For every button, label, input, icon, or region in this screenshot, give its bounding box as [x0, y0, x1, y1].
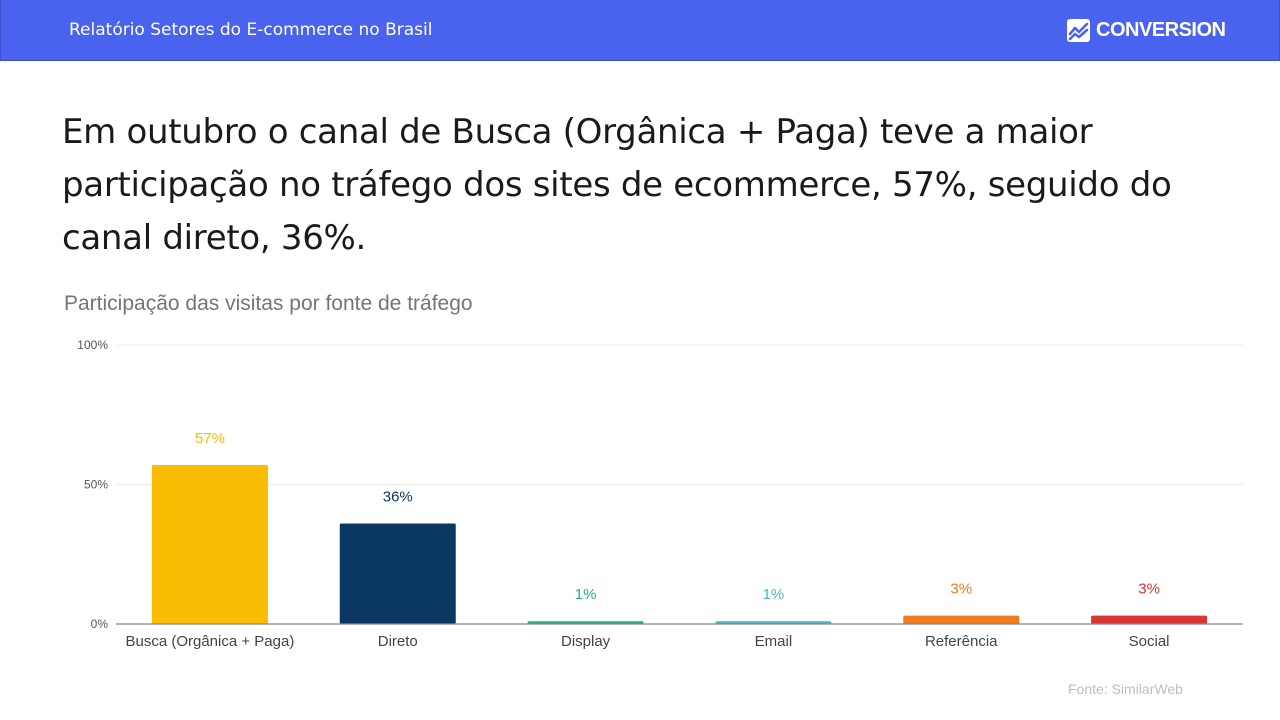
- bar: [903, 615, 1020, 624]
- bar: [339, 523, 456, 624]
- chart-title: Participação das visitas por fonte de tr…: [64, 292, 473, 315]
- source-note: Fonte: SimilarWeb: [1068, 681, 1183, 697]
- data-label: 57%: [195, 430, 225, 447]
- logo-text: CONVERSION: [1096, 18, 1226, 41]
- category-label: Referência: [925, 633, 998, 650]
- y-tick-label: 100%: [77, 338, 108, 352]
- category-label: Email: [755, 633, 793, 650]
- category-label: Busca (Orgânica + Paga): [125, 633, 294, 650]
- data-label: 3%: [1138, 581, 1160, 598]
- y-tick-label: 0%: [91, 617, 109, 631]
- report-title: Relatório Setores do E-commerce no Brasi…: [69, 20, 433, 40]
- bar-chart: 0% 50% 100% 57% Busca (Orgânica + Paga) 36% Di…: [77, 338, 1243, 650]
- data-label: 3%: [950, 581, 972, 598]
- bar: [715, 621, 832, 624]
- data-label: 36%: [383, 489, 413, 506]
- bar: [527, 621, 644, 624]
- conversion-logo: CONVERSION: [1067, 17, 1226, 43]
- data-label: 1%: [763, 586, 785, 603]
- headline: Em outubro o canal de Busca (Orgânica + …: [62, 112, 1172, 258]
- data-label: 1%: [575, 586, 597, 603]
- chart-logo-icon: [1067, 18, 1090, 42]
- report-header: Relatório Setores do E-commerce no Brasi…: [0, 0, 1280, 61]
- category-label: Direto: [378, 633, 418, 650]
- bar: [1091, 615, 1208, 624]
- bar: [151, 464, 268, 624]
- y-tick-label: 50%: [84, 478, 108, 492]
- category-label: Display: [561, 633, 611, 650]
- category-label: Social: [1129, 633, 1170, 650]
